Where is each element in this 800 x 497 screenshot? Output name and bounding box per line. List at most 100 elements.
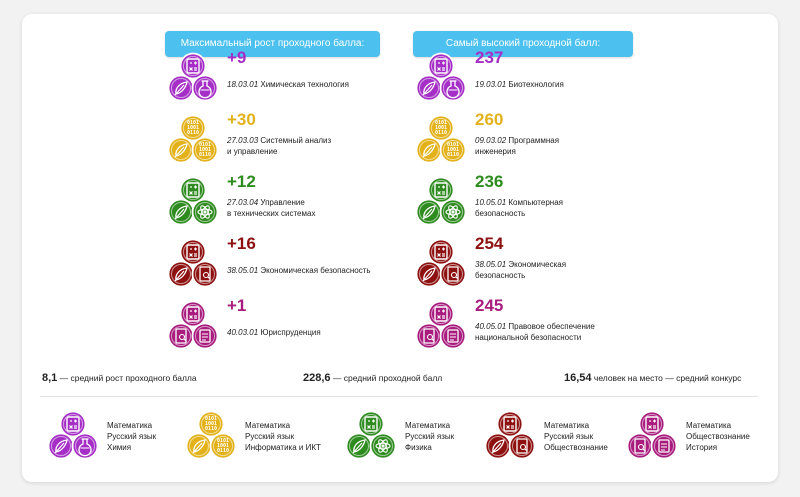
header-highest-score: Самый высокий проходной балл: [413,31,633,57]
svg-text:0110: 0110 [205,426,217,432]
program-name: Управление [260,198,305,207]
highest-item: 236 10.05.01 Компьютерная безопасность [413,170,673,234]
program-code: 18.03.01 [227,80,261,89]
stat-number: 228,6 [303,372,331,384]
program-name: Правовое обеспечение [508,322,595,331]
subject-name: Информатика и ИКТ [245,443,321,452]
subject-name: Физика [405,443,432,452]
legend-subjects: Математика Русский язык Информатика и ИКТ [245,420,321,453]
subject-emblem-icon [484,410,536,460]
highest-program: 10.05.01 Компьютерная безопасность [475,197,675,219]
legend-subjects: Математика Обществознание История [686,420,750,453]
highest-item: 0101 1001 0110 0101 1001 0110 260 09.03.02 Прог… [413,108,673,172]
subject-emblem-icon [415,176,467,226]
program-name: безопасность [475,271,526,280]
stat-avg-score: 228,6 — средний проходной балл [303,372,442,384]
legend-item-informatics: 0101 1001 0110 0101 1001 0110 Математика Русски… [183,408,333,472]
growth-item: +9 18.03.01 Химическая технология [165,46,425,110]
program-code: 38.05.01 [227,266,261,275]
program-code: 27.03.04 [227,198,261,207]
growth-item: 0101 1001 0110 0101 1001 0110 +30 27.03.03 Сист… [165,108,425,172]
subject-emblem-icon [415,238,467,288]
highest-item: 245 40.05.01 Правовое обеспечение национал… [413,294,673,358]
program-code: 10.05.01 [475,198,509,207]
program-name: безопасность [475,209,526,218]
program-name: Системный анализ [260,136,332,145]
program-name: Химическая технология [260,80,349,89]
svg-text:1001: 1001 [205,421,217,427]
legend-subjects: Математика Русский язык Обществознание [544,420,608,453]
growth-program: 27.03.03 Системный анализ и управление [227,135,427,157]
subject-emblem-icon [167,238,219,288]
program-code: 40.03.01 [227,328,261,337]
svg-text:1001: 1001 [187,125,199,131]
svg-text:0110: 0110 [199,152,211,158]
subject-name: Математика [245,421,291,430]
svg-text:0101: 0101 [187,120,199,126]
program-name: Юриспруденция [260,328,321,337]
legend-item-chemistry: Математика Русский язык Химия [45,408,195,472]
growth-program: 38.05.01 Экономическая безопасность [227,265,427,276]
subject-name: Химия [107,443,132,452]
svg-text:1001: 1001 [199,147,211,153]
highest-program: 19.03.01 Биотехнология [475,79,675,90]
program-name: Компьютерная [508,198,563,207]
subject-emblem-icon [167,52,219,102]
svg-text:0101: 0101 [205,416,217,422]
subject-name: Математика [544,421,590,430]
svg-text:0101: 0101 [199,142,211,148]
growth-program: 27.03.04 Управление в технических система… [227,197,427,219]
program-code: 09.03.02 [475,136,509,145]
highest-value: 254 [475,234,504,253]
growth-program: 18.03.01 Химическая технология [227,79,427,90]
legend-item-social: Математика Русский язык Обществознание [482,408,632,472]
program-name: инженерия [475,147,516,156]
subject-name: Обществознание [544,443,608,452]
legend-item-history: Математика Обществознание История [624,408,774,472]
subject-name: Математика [405,421,451,430]
svg-text:0101: 0101 [435,120,447,126]
highest-value: 237 [475,48,504,67]
highest-value: 236 [475,172,504,191]
subject-emblem-icon [415,300,467,350]
program-code: 19.03.01 [475,80,509,89]
subject-name: История [686,443,718,452]
stat-avg-competition: 16,54 человек на место — средний конкурс [564,372,741,384]
growth-value: +16 [227,234,256,253]
legend-item-physics: Математика Русский язык Физика [343,408,493,472]
subject-emblem-icon [415,52,467,102]
program-name: Программная [508,136,560,145]
subject-name: Математика [686,421,732,430]
svg-text:1001: 1001 [447,147,459,153]
svg-text:1001: 1001 [217,443,229,449]
svg-text:0101: 0101 [217,438,229,444]
program-name: Экономическая [508,260,567,269]
growth-program: 40.03.01 Юриспруденция [227,327,427,338]
highest-value: 245 [475,296,504,315]
highest-item: 254 38.05.01 Экономическая безопасность [413,232,673,296]
subject-emblem-icon [47,410,99,460]
svg-text:1001: 1001 [435,125,447,131]
subject-name: Русский язык [245,432,295,441]
highest-item: 237 19.03.01 Биотехнология [413,46,673,110]
subject-emblem-icon [167,176,219,226]
subject-name: Обществознание [686,432,750,441]
highest-value: 260 [475,110,504,129]
subject-name: Русский язык [107,432,157,441]
program-name: Биотехнология [508,80,564,89]
subject-name: Русский язык [544,432,594,441]
highest-program: 38.05.01 Экономическая безопасность [475,259,675,281]
stat-avg-growth: 8,1 — средний рост проходного балла [42,372,197,384]
divider [40,396,758,397]
header-max-growth: Максимальный рост проходного балла: [165,31,380,57]
program-code: 27.03.03 [227,136,261,145]
svg-text:0110: 0110 [435,130,447,136]
legend-subjects: Математика Русский язык Химия [107,420,156,453]
svg-text:0101: 0101 [447,142,459,148]
legend-subjects: Математика Русский язык Физика [405,420,454,453]
growth-value: +12 [227,172,256,191]
growth-item: +16 38.05.01 Экономическая безопасность [165,232,425,296]
stat-text: — средний рост проходного балла [57,373,197,383]
